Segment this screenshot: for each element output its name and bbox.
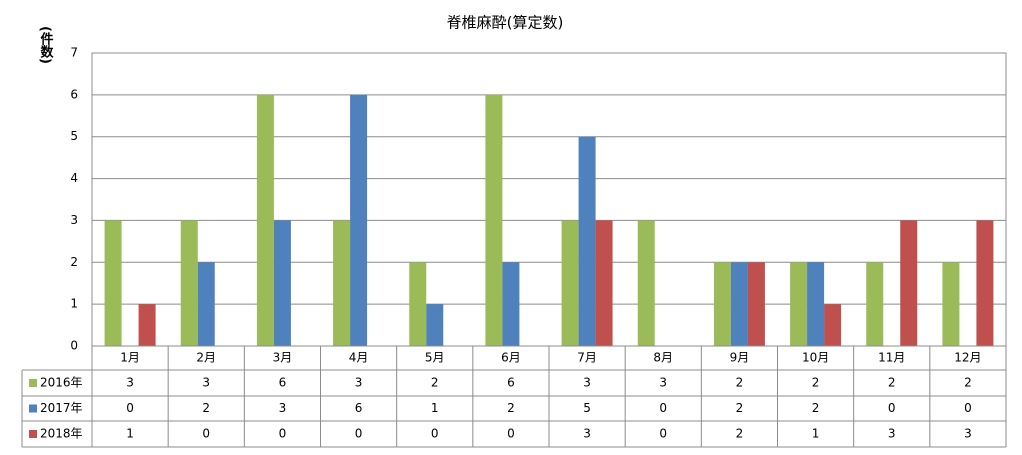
- bar: [578, 136, 596, 346]
- bar: [197, 262, 215, 346]
- bar: [866, 262, 884, 346]
- bar: [104, 220, 122, 346]
- table-value: 0: [888, 401, 896, 415]
- table-value: 5: [583, 401, 591, 415]
- table-value: 6: [355, 401, 363, 415]
- table-value: 2: [431, 376, 439, 390]
- legend-label: 2017年: [40, 401, 83, 415]
- table-value: 1: [126, 427, 134, 441]
- bar: [637, 220, 655, 346]
- x-tick-label: 8月: [653, 351, 673, 365]
- table-value: 1: [812, 427, 820, 441]
- table-value: 3: [659, 376, 667, 390]
- table-value: 2: [736, 401, 744, 415]
- table-value: 0: [279, 427, 287, 441]
- table-value: 6: [507, 376, 515, 390]
- table-value: 2: [812, 401, 820, 415]
- bar: [256, 94, 274, 346]
- table-value: 3: [583, 427, 591, 441]
- table-value: 3: [888, 427, 896, 441]
- table-value: 0: [659, 427, 667, 441]
- bar: [713, 262, 731, 346]
- x-tick-label: 9月: [730, 351, 750, 365]
- table-value: 0: [126, 401, 134, 415]
- table-value: 2: [736, 376, 744, 390]
- bar: [138, 304, 156, 346]
- table-value: 0: [431, 427, 439, 441]
- x-tick-label: 12月: [954, 351, 981, 365]
- bar: [485, 94, 503, 346]
- table-value: 0: [964, 401, 972, 415]
- bar: [333, 220, 351, 346]
- x-tick-label: 10月: [802, 351, 829, 365]
- x-tick-label: 4月: [349, 351, 369, 365]
- table-value: 2: [202, 401, 210, 415]
- bar: [561, 220, 579, 346]
- table-value: 3: [355, 376, 363, 390]
- table-value: 2: [964, 376, 972, 390]
- table-value: 0: [507, 427, 515, 441]
- legend-label: 2016年: [40, 376, 83, 390]
- table-value: 2: [507, 401, 515, 415]
- table-value: 1: [431, 401, 439, 415]
- y-tick-label: 1: [70, 297, 78, 311]
- y-tick-label: 7: [70, 46, 78, 60]
- bar: [180, 220, 198, 346]
- table-value: 2: [888, 376, 896, 390]
- legend-label: 2018年: [40, 427, 83, 441]
- bar: [350, 94, 368, 346]
- y-tick-label: 0: [70, 339, 78, 353]
- table-value: 2: [736, 427, 744, 441]
- bar: [900, 220, 918, 346]
- bar: [747, 262, 765, 346]
- chart-title: 脊椎麻酔(算定数): [447, 14, 564, 32]
- bar: [942, 262, 960, 346]
- x-tick-label: 5月: [425, 351, 445, 365]
- table-value: 3: [964, 427, 972, 441]
- legend-swatch: [29, 404, 37, 413]
- x-tick-label: 3月: [273, 351, 293, 365]
- table-value: 2: [812, 376, 820, 390]
- table-value: 3: [583, 376, 591, 390]
- x-tick-label: 2月: [196, 351, 216, 365]
- x-tick-label: 6月: [501, 351, 521, 365]
- bar: [426, 304, 444, 346]
- table-value: 3: [126, 376, 134, 390]
- table-value: 0: [202, 427, 210, 441]
- bar: [790, 262, 808, 346]
- bar: [273, 220, 291, 346]
- y-tick-label: 3: [70, 213, 78, 227]
- bar: [976, 220, 994, 346]
- bar: [824, 304, 842, 346]
- legend-swatch: [29, 430, 37, 438]
- bar: [502, 262, 520, 346]
- x-tick-label: 1月: [120, 351, 140, 365]
- bar: [409, 262, 427, 346]
- table-value: 0: [355, 427, 363, 441]
- y-axis-label: (件数): [38, 26, 54, 64]
- x-tick-label: 7月: [577, 351, 597, 365]
- table-value: 3: [202, 376, 210, 390]
- table-value: 0: [659, 401, 667, 415]
- bar: [807, 262, 825, 346]
- legend-swatch: [29, 379, 37, 387]
- bar: [595, 220, 613, 346]
- y-tick-label: 6: [70, 87, 78, 101]
- y-tick-label: 4: [70, 171, 78, 185]
- table-value: 3: [279, 401, 287, 415]
- x-tick-label: 11月: [878, 351, 905, 365]
- y-tick-label: 5: [70, 129, 78, 143]
- bar: [730, 262, 748, 346]
- y-tick-label: 2: [70, 255, 78, 269]
- table-value: 6: [279, 376, 287, 390]
